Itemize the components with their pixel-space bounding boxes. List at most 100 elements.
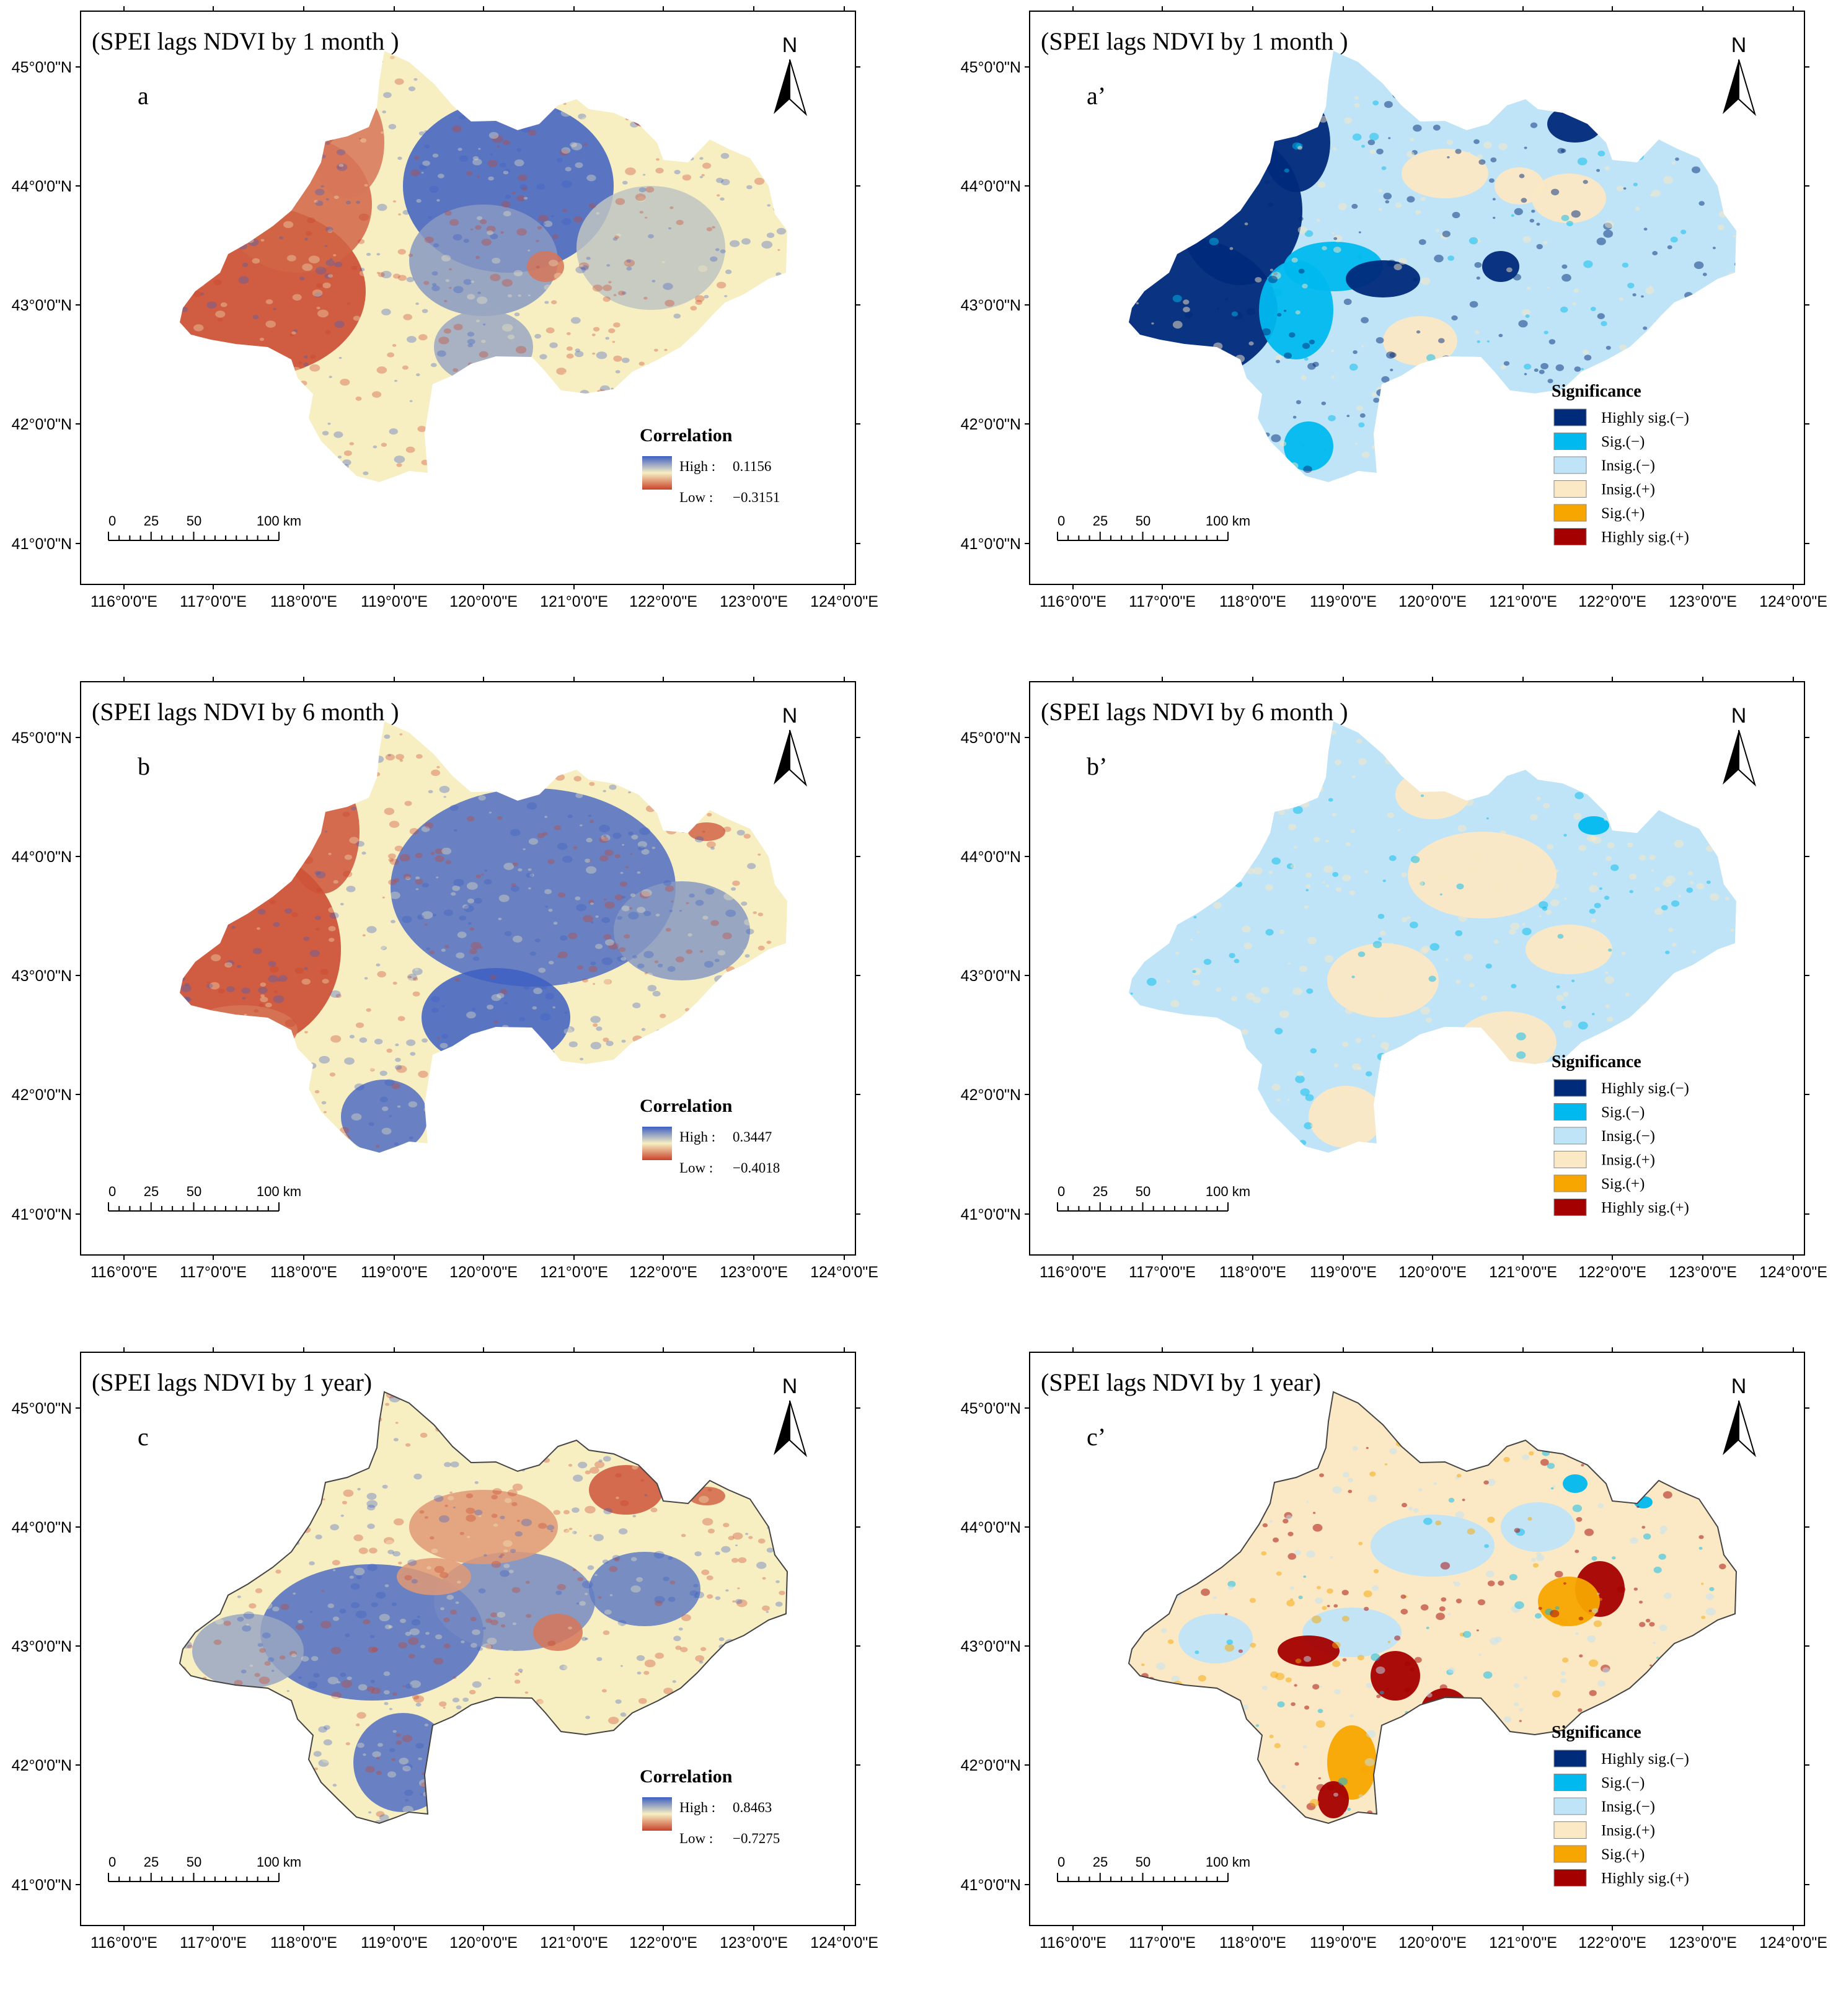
texture-speck <box>1296 400 1301 405</box>
lon-tick-label: 124°0'0"E <box>1759 1264 1827 1281</box>
texture-speck <box>330 1035 342 1043</box>
texture-speck <box>549 342 558 348</box>
texture-speck <box>1294 1550 1301 1556</box>
texture-speck <box>1514 208 1523 216</box>
texture-speck <box>1426 1626 1429 1629</box>
legend-label: Highly sig.(+) <box>1601 529 1689 546</box>
texture-speck <box>1591 1556 1597 1561</box>
texture-speck <box>1276 1571 1282 1576</box>
texture-speck <box>540 222 546 226</box>
north-label: N <box>1731 704 1747 728</box>
texture-speck <box>373 263 378 267</box>
texture-speck <box>384 1584 389 1587</box>
texture-speck <box>1294 1684 1297 1687</box>
scale-label: 25 <box>144 1854 159 1870</box>
texture-speck <box>1388 985 1395 990</box>
texture-speck <box>289 1650 297 1657</box>
texture-speck <box>766 940 772 944</box>
texture-speck <box>665 299 675 307</box>
texture-speck <box>647 985 657 992</box>
texture-speck <box>336 163 348 171</box>
texture-speck <box>396 1065 407 1073</box>
north-arrow-icon: N <box>1723 1375 1756 1458</box>
texture-speck <box>651 280 656 283</box>
texture-speck <box>630 893 636 897</box>
texture-speck <box>1518 320 1528 328</box>
texture-speck <box>585 1637 588 1640</box>
texture-speck <box>1493 885 1503 894</box>
texture-speck <box>754 177 765 185</box>
texture-speck <box>467 343 473 348</box>
texture-speck <box>534 938 541 943</box>
texture-speck <box>324 273 332 279</box>
texture-speck <box>1582 350 1589 355</box>
texture-speck <box>689 1590 698 1596</box>
texture-speck <box>470 942 482 949</box>
texture-speck <box>394 377 403 384</box>
texture-speck <box>577 1015 581 1018</box>
texture-speck <box>595 915 599 918</box>
texture-speck <box>615 1699 622 1704</box>
texture-speck <box>410 169 420 177</box>
texture-speck <box>459 115 466 120</box>
texture-speck <box>399 759 404 762</box>
texture-speck <box>518 1668 523 1673</box>
texture-speck <box>408 253 413 257</box>
texture-speck <box>408 1637 419 1645</box>
texture-speck <box>1694 261 1704 270</box>
texture-speck <box>516 228 527 236</box>
texture-speck <box>1455 1598 1462 1604</box>
texture-speck <box>1572 1504 1583 1512</box>
lat-tick-label: 45°0'0"N <box>961 59 1021 76</box>
correlation-zone <box>409 1490 558 1564</box>
texture-speck <box>333 195 339 200</box>
texture-speck <box>351 806 357 811</box>
texture-speck <box>641 889 652 897</box>
texture-speck <box>1333 247 1341 253</box>
texture-speck <box>438 337 449 345</box>
correlation-zone <box>341 1080 428 1153</box>
texture-speck <box>241 987 250 994</box>
texture-speck <box>490 974 497 980</box>
texture-speck <box>434 1565 444 1574</box>
legend-label: Sig.(−) <box>1601 1104 1645 1121</box>
texture-speck <box>655 1652 664 1659</box>
texture-speck <box>1192 979 1200 986</box>
texture-speck <box>431 1008 439 1013</box>
texture-speck <box>720 249 726 253</box>
texture-speck <box>400 1618 407 1623</box>
texture-speck <box>430 852 435 855</box>
texture-speck <box>1522 236 1531 243</box>
texture-speck <box>1529 219 1535 223</box>
texture-speck <box>478 795 486 801</box>
texture-speck <box>193 324 204 332</box>
lat-tick-label: 42°0'0"N <box>961 416 1021 433</box>
lat-tick-label: 41°0'0"N <box>961 535 1021 553</box>
texture-speck <box>1442 806 1446 810</box>
texture-speck <box>656 335 666 343</box>
texture-speck <box>432 153 439 158</box>
texture-speck <box>431 271 438 276</box>
texture-speck <box>487 230 494 235</box>
texture-speck <box>411 1619 421 1626</box>
texture-speck <box>443 909 454 917</box>
lon-tick-label: 121°0'0"E <box>540 593 608 610</box>
texture-speck <box>624 262 630 265</box>
texture-speck <box>413 78 418 81</box>
panel-title: (SPEI lags NDVI by 1 year) <box>1041 1368 1321 1396</box>
texture-speck <box>389 428 398 435</box>
texture-speck <box>333 906 340 910</box>
texture-speck <box>1332 812 1336 817</box>
texture-speck <box>501 324 513 332</box>
map-panel-2: 45°0'0"N44°0'0"N43°0'0"N42°0'0"N41°0'0"N… <box>961 6 1827 610</box>
texture-speck <box>590 1042 601 1050</box>
texture-speck <box>303 936 310 941</box>
texture-speck <box>474 897 482 904</box>
texture-speck <box>356 201 361 204</box>
texture-speck <box>1487 1516 1495 1523</box>
texture-speck <box>1155 1662 1165 1670</box>
texture-speck <box>507 294 513 297</box>
texture-speck <box>1383 193 1392 200</box>
texture-speck <box>519 184 528 190</box>
texture-speck <box>1287 962 1291 965</box>
